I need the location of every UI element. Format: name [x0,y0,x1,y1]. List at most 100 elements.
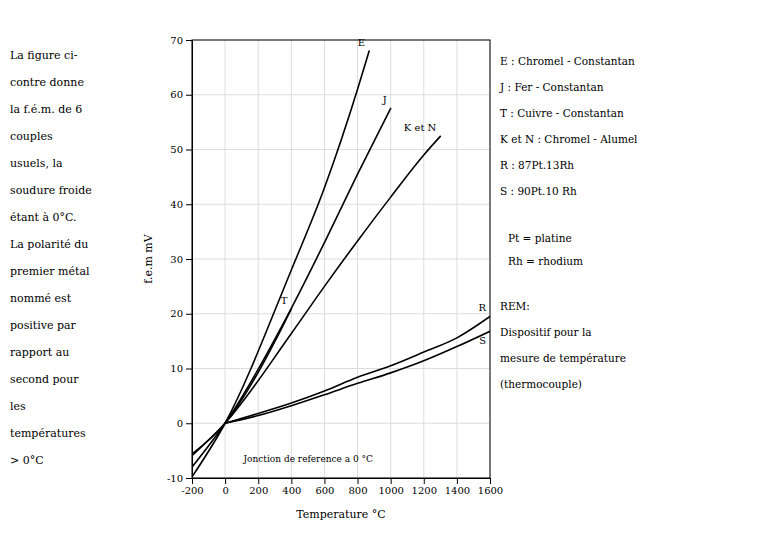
x-axis-tick: 200 [249,478,268,496]
plot: -20002004006008001000120014001600-100102… [167,35,503,496]
x-axis-tick-mark [291,478,292,484]
x-axis-tick-label: 1200 [412,485,437,496]
side-note: Pt = platine [508,232,572,244]
side-note: Dispositif pour la [500,326,592,338]
x-axis-tick-label: 400 [282,485,301,496]
description-line: couples [10,130,53,143]
y-axis-tick: 40 [170,199,192,210]
side-note: S : 90Pt.10 Rh [500,185,577,197]
description-line: second pour [10,373,79,386]
x-axis-tick-mark [225,478,226,484]
x-axis-tick: 400 [282,478,301,496]
x-axis-tick: 1200 [412,478,437,496]
x-axis-tick-label: 1400 [445,485,470,496]
grid-line-y [192,204,490,205]
description-line: premier métal [10,265,90,278]
x-axis-tick-mark [424,478,425,484]
curve-label: K et N [404,122,437,133]
description-line: la f.é.m. de 6 [10,103,82,116]
x-axis-tick-mark [324,478,325,484]
x-axis-tick-mark [490,478,491,484]
grid [192,40,490,478]
y-axis-tick: 50 [170,144,192,155]
y-axis-tick-label: 20 [170,308,183,319]
description-line: soudure froide [10,184,92,197]
side-note: E : Chromel - Constantan [500,55,635,67]
x-axis-tick: 0 [222,478,228,496]
description-line: températures [10,427,86,440]
x-axis-tick: -200 [181,478,203,496]
y-axis-tick-mark [186,95,192,96]
side-note: K et N : Chromel - Alumel [500,133,638,145]
x-axis-tick: 1400 [445,478,470,496]
series-line [192,136,440,455]
side-note: R : 87Pt.13Rh [500,159,574,171]
y-axis-tick: 20 [170,308,192,319]
curve-label: R [478,302,486,313]
x-axis-tick-label: 600 [315,485,334,496]
series-line [192,51,369,477]
curve-label: E [358,37,365,48]
x-axis-title: Temperature °C [296,508,385,521]
x-axis-tick-mark [358,478,359,484]
curve-label: S [479,335,486,346]
x-axis-tick: 800 [349,478,368,496]
annotation: Jonction de reference a 0 °C [242,454,373,464]
x-axis-tick-label: 1000 [378,485,403,496]
x-axis-tick-label: -200 [181,485,203,496]
y-axis-tick-mark [186,150,192,151]
side-note: J : Fer - Constantan [499,81,604,93]
description-line: étant à 0°C. [10,211,77,224]
curve-label: T [281,295,288,306]
y-axis-tick-mark [186,423,192,424]
grid-line-y [192,423,490,424]
series-line [225,316,490,423]
y-axis-tick-label: 70 [170,35,183,46]
x-axis-tick-mark [391,478,392,484]
x-axis-tick-label: 800 [349,485,368,496]
y-axis-tick-mark [186,478,192,479]
grid-line-y [192,313,490,314]
side-note: mesure de température [500,352,626,364]
y-axis-tick-label: 60 [170,89,183,100]
description-line: rapport au [10,346,69,359]
y-axis-tick-mark [186,369,192,370]
side-note: (thermocouple) [500,378,582,390]
series-line [192,309,291,454]
plot-frame [192,40,490,478]
y-axis-tick: 60 [170,89,192,100]
description-line: > 0°C [10,454,44,467]
side-note: REM: [500,300,530,312]
side-note: T : Cuivre - Constantan [500,107,624,119]
description-line: contre donne [10,76,84,89]
x-axis-tick-mark [457,478,458,484]
chart: -20002004006008001000120014001600-100102… [0,0,780,540]
x-axis-tick: 600 [315,478,334,496]
x-axis-line [193,479,491,485]
x-axis: -200 0 200 400 600 800 1000 1200 1400 1600 [181,478,503,496]
description-line: La figure ci- [10,49,78,62]
y-axis-tick-mark [186,40,192,41]
y-axis-tick-label: 10 [170,363,183,374]
description-line: nommé est [10,292,72,305]
x-axis-tick: 1000 [378,478,403,496]
y-axis-tick-mark [186,259,192,260]
y-axis: -10010203040506070 [167,35,193,484]
y-axis-title: f.e.m mV [142,233,155,284]
grid-line-y [192,149,490,150]
side-note: Rh = rhodium [508,255,583,267]
y-axis-tick-mark [186,204,192,205]
x-axis-tick-label: 1600 [478,485,503,496]
x-axis-tick: 1600 [478,478,503,496]
y-axis-tick-label: 0 [177,418,183,429]
series-line [192,108,391,467]
grid-line-y [192,94,490,95]
description-line: La polarité du [10,238,88,251]
y-axis-tick-mark [186,314,192,315]
x-axis-tick-label: 0 [222,485,228,496]
description-line: les [10,400,26,413]
grid-line-y [192,368,490,369]
y-axis-tick: 30 [170,254,192,265]
y-axis-tick: 70 [170,35,192,46]
lines [192,51,490,477]
